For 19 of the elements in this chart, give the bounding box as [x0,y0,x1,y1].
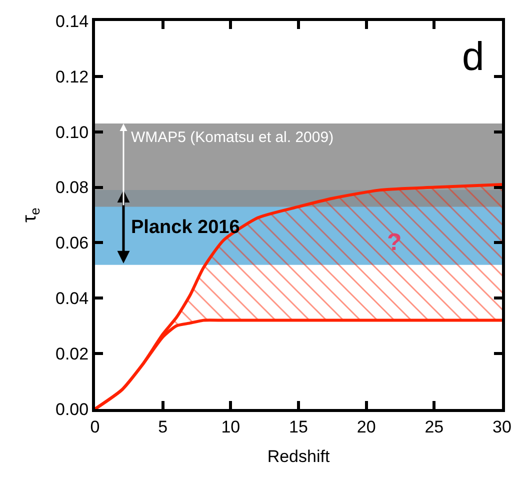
y-tick-label: 0.02 [56,344,89,364]
x-tick-label: 30 [492,417,512,436]
x-tick-label: 5 [158,417,168,436]
x-tick-label: 20 [356,417,376,436]
band-label: WMAP5 (Komatsu et al. 2009) [131,129,334,146]
y-tick-label: 0.08 [56,178,89,198]
y-tick-label: 0.10 [56,122,89,142]
band-label: Planck 2016 [131,217,240,238]
y-tick-label: 0.00 [56,400,89,419]
y-tick-label: 0.14 [56,12,89,31]
x-tick-label: 25 [424,417,444,436]
y-tick-label: 0.06 [56,234,89,253]
annotation: d [462,35,484,79]
y-tick-label: 0.04 [56,289,89,308]
x-tick-label: 10 [221,417,240,436]
y-tick-label: 0.12 [56,67,89,86]
x-tick-label: 0 [90,417,100,436]
x-axis-title: Redshift [267,446,330,466]
x-tick-label: 15 [289,417,308,436]
